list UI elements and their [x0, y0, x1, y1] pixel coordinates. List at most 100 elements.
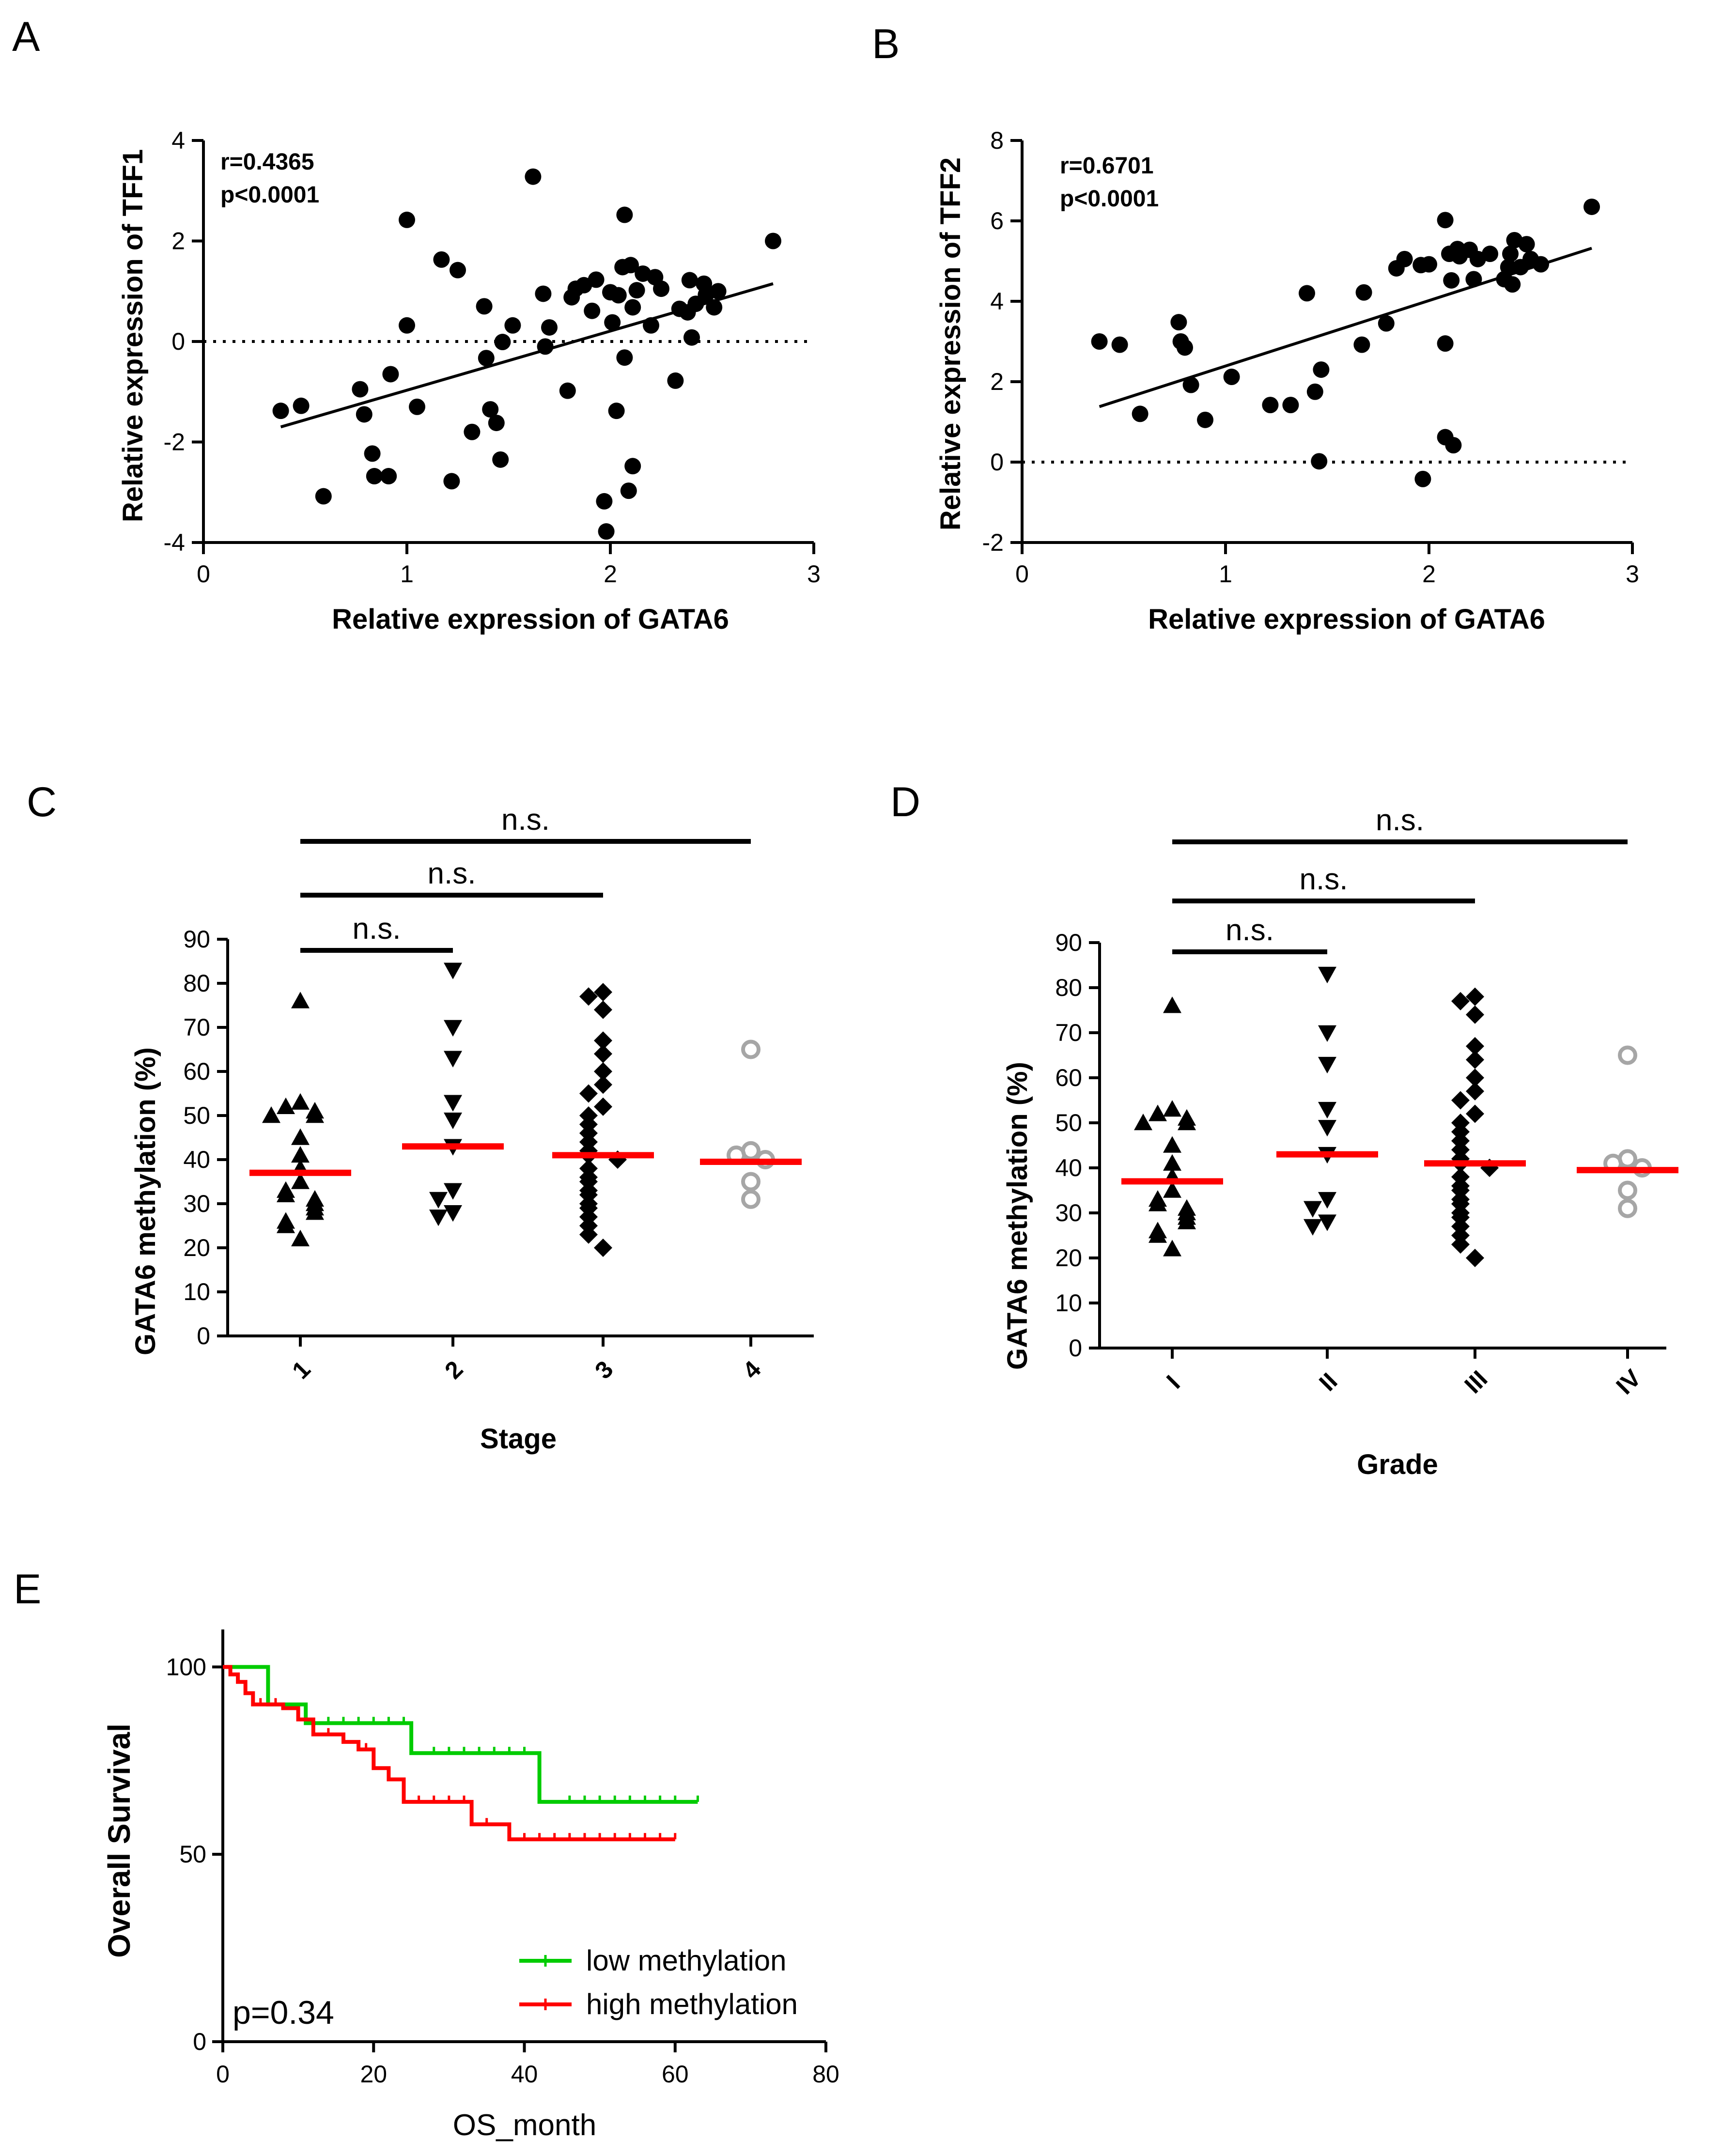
chart-c-group-1-point — [291, 1172, 310, 1189]
chart-d-comparison-label: n.s. — [1226, 914, 1274, 947]
chart-a-point — [356, 406, 373, 423]
chart-a-point — [598, 523, 615, 540]
chart-a-point — [315, 488, 332, 505]
panel-b-r-value: r=0.6701 — [1060, 153, 1154, 179]
chart-c-group-2-point — [444, 962, 462, 979]
chart-c-y-tick-label: 60 — [183, 1058, 210, 1085]
chart-c-group-3-point — [579, 1084, 598, 1103]
chart-b-point — [1262, 397, 1279, 414]
chart-b-x-tick-label: 1 — [1219, 560, 1232, 588]
chart-a-point — [366, 468, 383, 485]
chart-d-group-2-point — [1318, 1214, 1336, 1231]
chart-a-point — [488, 415, 505, 432]
chart-a-point — [710, 283, 727, 300]
chart-e-x-tick-label: 20 — [360, 2061, 387, 2088]
chart-a-y-tick-label: 0 — [171, 328, 185, 355]
chart-d-group-3-point — [1466, 987, 1484, 1006]
chart-d-group-1-point — [1163, 996, 1181, 1013]
chart-d-x-tick-label: IV — [1611, 1364, 1646, 1399]
chart-c-group-2-point — [429, 1192, 448, 1209]
chart-a-point — [433, 251, 450, 268]
chart-a-point — [628, 282, 645, 299]
chart-b-y-tick-label: -2 — [982, 529, 1004, 556]
chart-d-group-2-point — [1304, 1201, 1322, 1218]
chart-d-group-1-point — [1149, 1226, 1167, 1243]
chart-d-group-1-point — [1134, 1114, 1152, 1131]
chart-a-point — [443, 473, 460, 490]
chart-a-point — [364, 445, 381, 462]
chart-a-point — [667, 372, 684, 389]
chart-e-y-tick-label: 0 — [193, 2028, 206, 2055]
chart-c-group-3-point — [594, 1044, 612, 1063]
chart-d-comparison-label: n.s. — [1376, 804, 1424, 837]
chart-a-x-tick-label: 2 — [604, 560, 617, 588]
panel-b: B 0 1 2 3 -2 0 2 4 6 8 r=0.6701 p<0.0001 Relative… — [872, 21, 1639, 635]
chart-d-group-2-point — [1318, 966, 1336, 984]
chart-a-point — [409, 398, 425, 415]
chart-a-x-tick-label: 3 — [807, 560, 821, 588]
chart-c-group-2-point — [444, 1112, 462, 1130]
panel-a-x-axis-label: Relative expression of GATA6 — [332, 604, 729, 635]
chart-a-point — [584, 302, 601, 319]
chart-c-group-2-point — [444, 1051, 462, 1068]
chart-b-point — [1500, 259, 1517, 276]
chart-e-y-tick-label: 100 — [166, 1653, 206, 1680]
chart-d-group-3-point — [1466, 1249, 1484, 1267]
panel-a-r-value: r=0.4365 — [220, 149, 314, 175]
chart-c-group-4-point — [741, 1172, 761, 1192]
chart-b-point — [1445, 437, 1462, 454]
chart-a-point — [504, 317, 521, 334]
chart-a-point — [608, 403, 625, 419]
chart-c-x-tick-label: 3 — [590, 1355, 618, 1384]
chart-a-point — [624, 299, 641, 316]
chart-d-group-3-point — [1466, 1037, 1484, 1055]
chart-b-x-tick-label: 3 — [1626, 560, 1639, 588]
chart-b-point — [1306, 383, 1323, 400]
panel-c: C 0 10 20 30 40 50 60 70 80 90 1 2 3 4 n.s. n.s. n.s. St… — [27, 779, 814, 1455]
chart-b-point — [1182, 376, 1199, 393]
chart-c-group-1-point — [277, 1097, 295, 1114]
chart-c-group-2-point — [444, 1020, 462, 1037]
chart-d-group-2-point — [1318, 1101, 1336, 1119]
chart-e-y-tick-label: 50 — [179, 1841, 206, 1868]
panel-b-axes: 0 1 2 3 -2 0 2 4 6 8 — [982, 127, 1639, 588]
chart-d-group-3-point — [1466, 1050, 1484, 1069]
chart-b-point — [1518, 236, 1535, 253]
panel-e-y-axis-label: Overall Survival — [102, 1723, 137, 1958]
chart-b-point — [1437, 212, 1454, 229]
chart-a-point — [464, 423, 481, 440]
panel-e-x-axis-label: OS_month — [453, 2109, 596, 2142]
panel-b-label: B — [872, 21, 900, 67]
chart-a-point — [643, 317, 659, 334]
chart-b-y-tick-label: 2 — [990, 368, 1004, 395]
chart-a-point — [604, 314, 621, 331]
chart-b-point — [1414, 470, 1431, 487]
chart-c-group-4-point — [741, 1039, 761, 1059]
chart-c-group-3-point — [594, 1031, 612, 1050]
panel-a-axes: 0 1 2 3 -4 -2 0 2 4 — [164, 127, 821, 588]
chart-b-point — [1465, 271, 1482, 288]
chart-b-point — [1437, 335, 1454, 352]
chart-a-y-tick-label: 2 — [171, 228, 185, 255]
chart-c-group-3-point — [594, 1239, 612, 1257]
chart-b-point — [1111, 336, 1128, 353]
chart-c-group-3-point — [594, 1075, 612, 1094]
chart-d-x-tick-label: I — [1161, 1370, 1185, 1394]
chart-b-x-tick-label: 2 — [1422, 560, 1436, 588]
chart-b-x-tick-label: 0 — [1015, 560, 1029, 588]
chart-a-point — [380, 468, 397, 485]
chart-a-point — [653, 280, 669, 297]
chart-d-y-tick-label: 40 — [1055, 1154, 1082, 1181]
chart-a-point — [382, 366, 399, 383]
panel-a-p-value: p<0.0001 — [220, 182, 319, 208]
panel-e: E 0 20 40 60 80 0 50 100 OS_month Overall Survi… — [14, 1566, 839, 2142]
chart-d-y-tick-label: 90 — [1055, 929, 1082, 956]
chart-a-point — [293, 397, 310, 414]
chart-a-point — [624, 458, 641, 475]
chart-c-y-tick-label: 70 — [183, 1014, 210, 1041]
chart-d-group-3-point — [1466, 1082, 1484, 1101]
chart-a-point — [616, 349, 633, 366]
